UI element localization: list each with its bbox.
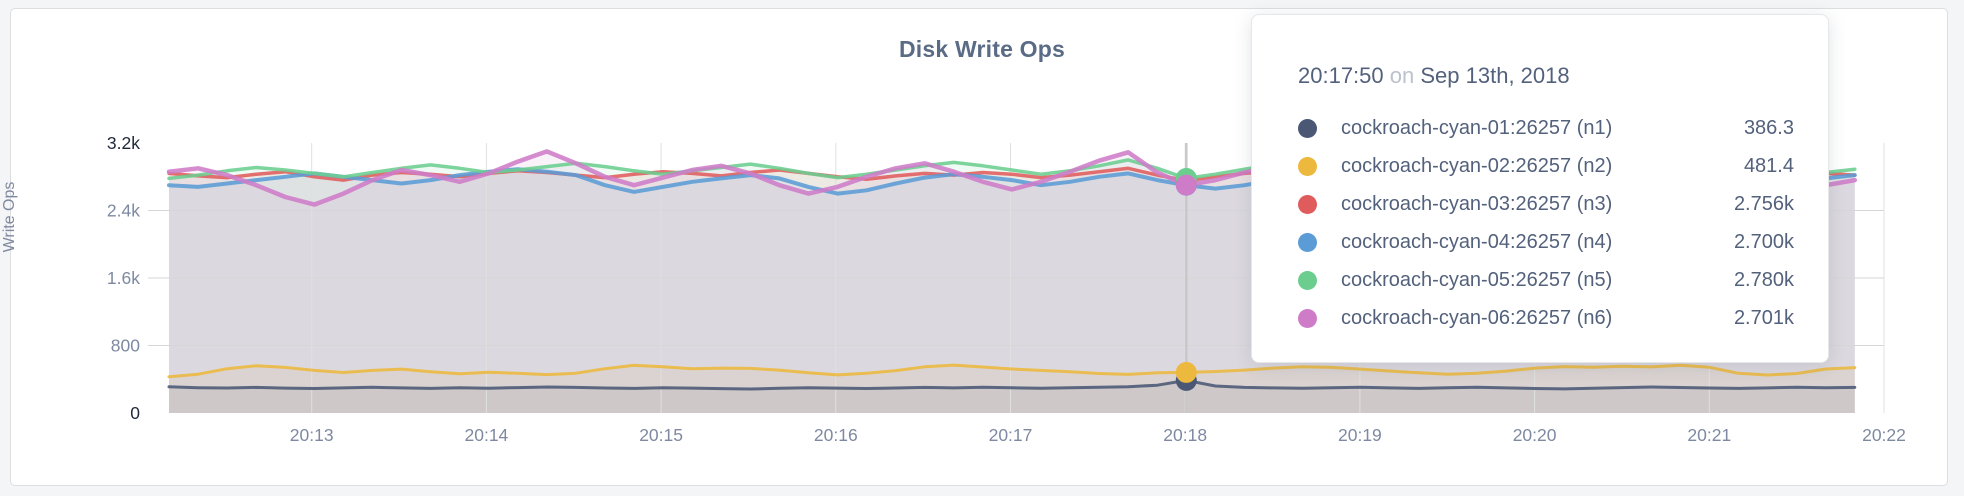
tooltip-series-value: 481.4: [1743, 154, 1794, 177]
tooltip-series-name: cockroach-cyan-04:26257 (n4): [1341, 230, 1613, 253]
series-color-dot: [1298, 156, 1317, 176]
y-tick-label: 3.2k: [107, 133, 140, 153]
tooltip-series-value: 2.700k: [1733, 230, 1794, 253]
series-line-1: [167, 378, 1857, 391]
series-color-dot: [1298, 232, 1317, 252]
series-color-dot: [1298, 118, 1317, 138]
y-tick-label: 1.6k: [107, 268, 140, 288]
chart-title: Disk Write Ops: [899, 36, 1065, 62]
x-tick-label: 20:13: [290, 425, 334, 445]
x-tick-label: 20:21: [1687, 425, 1731, 445]
tooltip-date: Sep 13th, 2018: [1420, 63, 1570, 88]
tooltip-series-name: cockroach-cyan-03:26257 (n3): [1341, 192, 1613, 215]
x-tick-label: 20:17: [989, 425, 1033, 445]
y-tick-label: 2.4k: [107, 201, 140, 221]
series-color-dot: [1298, 194, 1317, 214]
y-tick-label: 0: [130, 403, 140, 423]
tooltip-series-name: cockroach-cyan-05:26257 (n5): [1341, 268, 1613, 291]
x-tick-label: 20:19: [1338, 425, 1382, 445]
tooltip-time: 20:17:50: [1298, 63, 1384, 88]
tooltip-row: cockroach-cyan-04:26257 (n4) 2.700k: [1298, 223, 1794, 261]
tooltip-series-value: 386.3: [1743, 116, 1794, 139]
tooltip-series-value: 2.780k: [1733, 268, 1794, 291]
x-tick-label: 20:20: [1513, 425, 1557, 445]
x-tick-label: 20:22: [1862, 425, 1906, 445]
tooltip-series-name: cockroach-cyan-06:26257 (n6): [1341, 306, 1613, 329]
tooltip-row: cockroach-cyan-01:26257 (n1) 386.3: [1298, 109, 1794, 147]
tooltip-on-word: on: [1389, 63, 1415, 88]
hover-dot-6: [1175, 174, 1197, 196]
tooltip-series-name: cockroach-cyan-01:26257 (n1): [1341, 116, 1613, 139]
tooltip-row: cockroach-cyan-05:26257 (n5) 2.780k: [1298, 261, 1794, 299]
x-axis: 20:13 20:14 20:15 20:16 20:17 20:18 20:19 20:20…: [290, 425, 1906, 445]
series-color-dot: [1298, 270, 1317, 290]
x-tick-label: 20:18: [1163, 425, 1207, 445]
tooltip-series-name: cockroach-cyan-02:26257 (n2): [1341, 154, 1613, 177]
hover-tooltip: 20:17:50 on Sep 13th, 2018 cockroach-cya…: [1251, 14, 1829, 363]
x-tick-label: 20:16: [814, 425, 858, 445]
hover-dot-2: [1175, 361, 1197, 383]
y-tick-label: 800: [111, 336, 140, 356]
x-tick-label: 20:14: [465, 425, 509, 445]
series-color-dot: [1298, 308, 1317, 328]
tooltip-series-value: 2.701k: [1733, 306, 1794, 329]
tooltip-row: cockroach-cyan-02:26257 (n2) 481.4: [1298, 147, 1794, 185]
hover-marker: [1175, 143, 1197, 413]
tooltip-row: cockroach-cyan-06:26257 (n6) 2.701k: [1298, 299, 1794, 337]
y-axis: 3.2k 2.4k 1.6k 800 0: [107, 133, 140, 423]
tooltip-series-value: 2.756k: [1733, 192, 1794, 215]
tooltip-row: cockroach-cyan-03:26257 (n3) 2.756k: [1298, 185, 1794, 223]
x-tick-label: 20:15: [639, 425, 683, 445]
series-line-2: [167, 363, 1857, 379]
tooltip-header: 20:17:50 on Sep 13th, 2018: [1298, 63, 1794, 89]
